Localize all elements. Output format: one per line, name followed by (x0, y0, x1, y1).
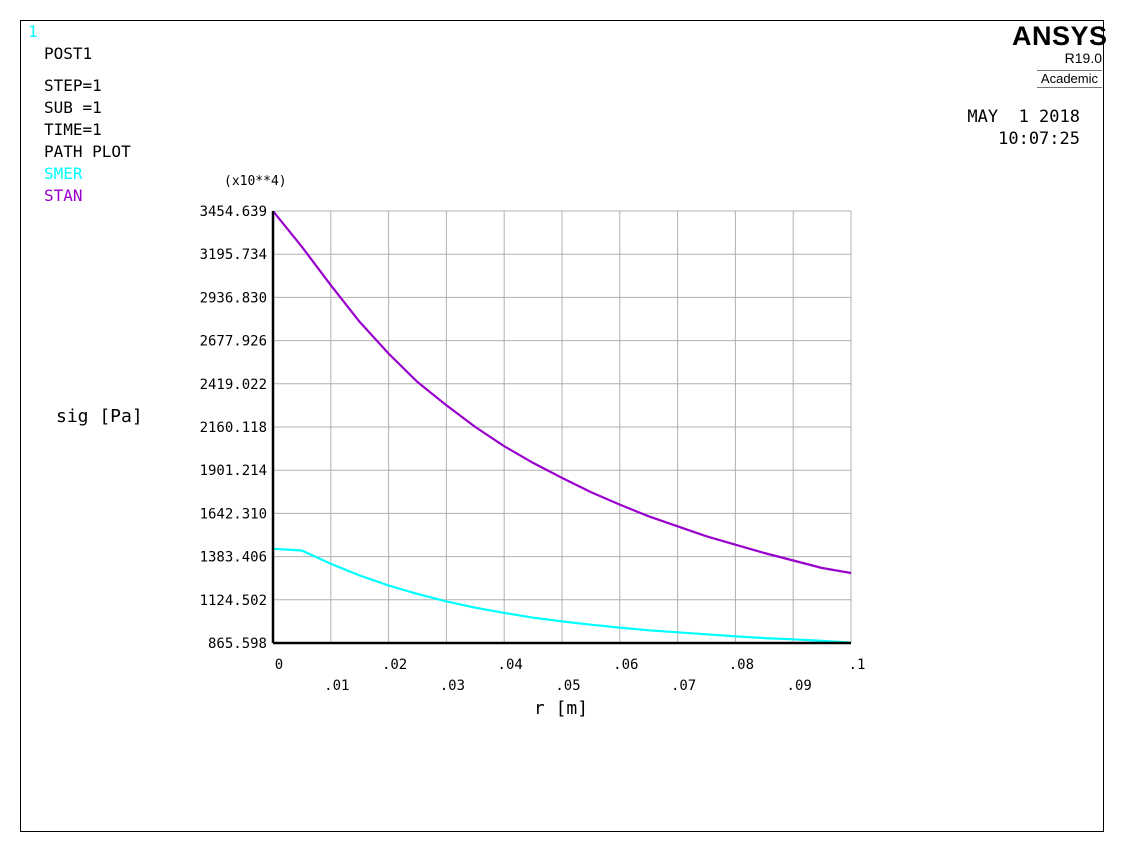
y-tick-label: 3195.734 (200, 247, 267, 263)
x-tick-label: .09 (787, 678, 812, 694)
axes (271, 211, 851, 645)
y-tick-label: 2936.830 (200, 290, 267, 306)
time-label: TIME=1 (44, 120, 102, 139)
module-label: POST1 (44, 44, 93, 63)
series-line-smer (272, 547, 852, 644)
legend-entry-smer: SMER (44, 164, 83, 183)
y-tick-label: 2419.022 (200, 377, 267, 393)
x-tick-label: .06 (613, 657, 638, 673)
graphics-window-frame (20, 20, 1104, 832)
x-tick-label: .05 (555, 678, 580, 694)
time-of-day-label: 10:07:25 (998, 129, 1080, 149)
plot-type-label: PATH PLOT (44, 142, 131, 161)
x-axis-label: r [m] (534, 698, 588, 719)
x-tick-label: .02 (382, 657, 407, 673)
y-tick-label: 1383.406 (200, 550, 267, 566)
series-layer (272, 210, 852, 644)
x-tick-label: .01 (324, 678, 349, 694)
y-tick-label: 1642.310 (200, 506, 267, 522)
grid (273, 210, 852, 643)
y-tick-label: 2677.926 (200, 334, 267, 350)
y-multiplier-label: (x10**4) (224, 174, 287, 189)
series-line-stan (272, 210, 852, 575)
x-tick-label: 0 (275, 657, 283, 673)
ansys-logo: ANSYS R19.0 Academic (1012, 21, 1108, 88)
window-number: 1 (28, 22, 38, 41)
timestamp: MAY 1 2018 10:07:25 (920, 106, 1080, 150)
date-label: MAY 1 2018 (967, 107, 1080, 127)
y-tick-label: 1124.502 (200, 593, 267, 609)
x-tick-label: .08 (729, 657, 754, 673)
tick-labels: 865.598 1124.502 1383.406 1642.310 1901.214 2… (200, 204, 866, 694)
y-tick-label: 2160.118 (200, 420, 267, 436)
x-tick-label: .07 (671, 678, 696, 694)
y-tick-label: 1901.214 (200, 463, 267, 479)
y-tick-label: 865.598 (208, 636, 267, 652)
logo-version: R19.0 (1064, 50, 1102, 66)
legend-entry-stan: STAN (44, 186, 83, 205)
logo-edition: Academic (1036, 70, 1102, 88)
y-tick-label: 3454.639 (200, 204, 267, 220)
sub-label: SUB =1 (44, 98, 102, 117)
x-tick-label: .04 (498, 657, 523, 673)
logo-name: ANSYS (1012, 21, 1108, 51)
x-tick-label: .03 (440, 678, 465, 694)
step-label: STEP=1 (44, 76, 102, 95)
y-axis-label: sig [Pa] (56, 406, 143, 427)
x-tick-label: .1 (849, 657, 866, 673)
